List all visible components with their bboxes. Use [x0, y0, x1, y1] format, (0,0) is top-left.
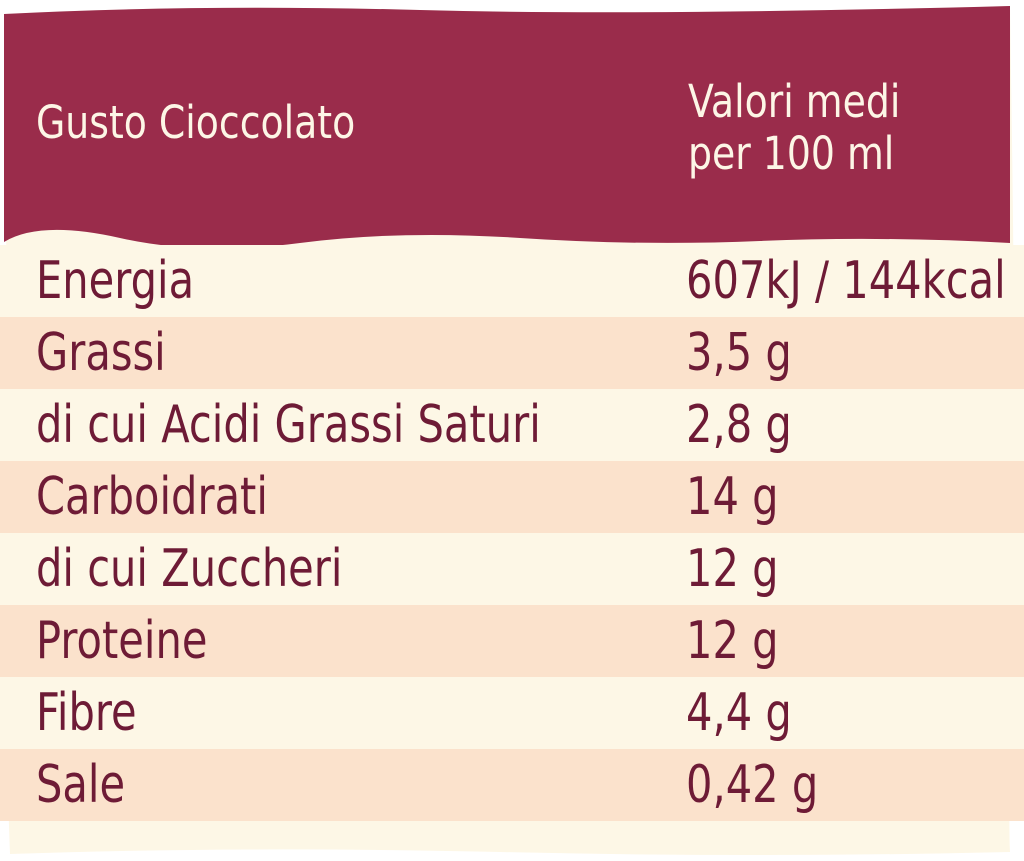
table-row: Carboidrati 14 g: [0, 461, 1024, 533]
nutrient-name: Sale: [36, 755, 126, 815]
nutrient-value: 12 g: [686, 611, 779, 671]
nutrient-value: 12 g: [686, 539, 779, 599]
column-heading: Valori medi per 100 ml: [688, 76, 900, 180]
table-header: Gusto Cioccolato Valori medi per 100 ml: [0, 0, 1024, 240]
nutrient-name: Fibre: [36, 683, 137, 743]
table-row: Grassi 3,5 g: [0, 317, 1024, 389]
nutrient-name: Carboidrati: [36, 467, 268, 527]
nutrient-value: 14 g: [686, 467, 779, 527]
table-row: Fibre 4,4 g: [0, 677, 1024, 749]
table-row: di cui Acidi Grassi Saturi 2,8 g: [0, 389, 1024, 461]
nutrition-table: Energia 607kJ / 144kcal Grassi 3,5 g di …: [0, 245, 1024, 821]
nutrient-name: Grassi: [36, 323, 166, 383]
column-heading-line1: Valori medi: [688, 75, 901, 128]
header-band: [4, 6, 1010, 249]
column-heading-line2: per 100 ml: [688, 127, 895, 180]
table-row: Sale 0,42 g: [0, 749, 1024, 821]
nutrient-value: 3,5 g: [686, 323, 792, 383]
nutrient-value: 0,42 g: [686, 755, 819, 815]
nutrient-name: di cui Zuccheri: [36, 539, 343, 599]
nutrient-value: 2,8 g: [686, 395, 792, 455]
table-row: Energia 607kJ / 144kcal: [0, 245, 1024, 317]
nutrient-name: Proteine: [36, 611, 208, 671]
nutrient-name: Energia: [36, 251, 195, 311]
flavor-title: Gusto Cioccolato: [36, 96, 356, 149]
table-row: di cui Zuccheri 12 g: [0, 533, 1024, 605]
table-row: Proteine 12 g: [0, 605, 1024, 677]
nutrient-name: di cui Acidi Grassi Saturi: [36, 395, 541, 455]
nutrient-value: 607kJ / 144kcal: [686, 251, 1006, 311]
nutrient-value: 4,4 g: [686, 683, 792, 743]
